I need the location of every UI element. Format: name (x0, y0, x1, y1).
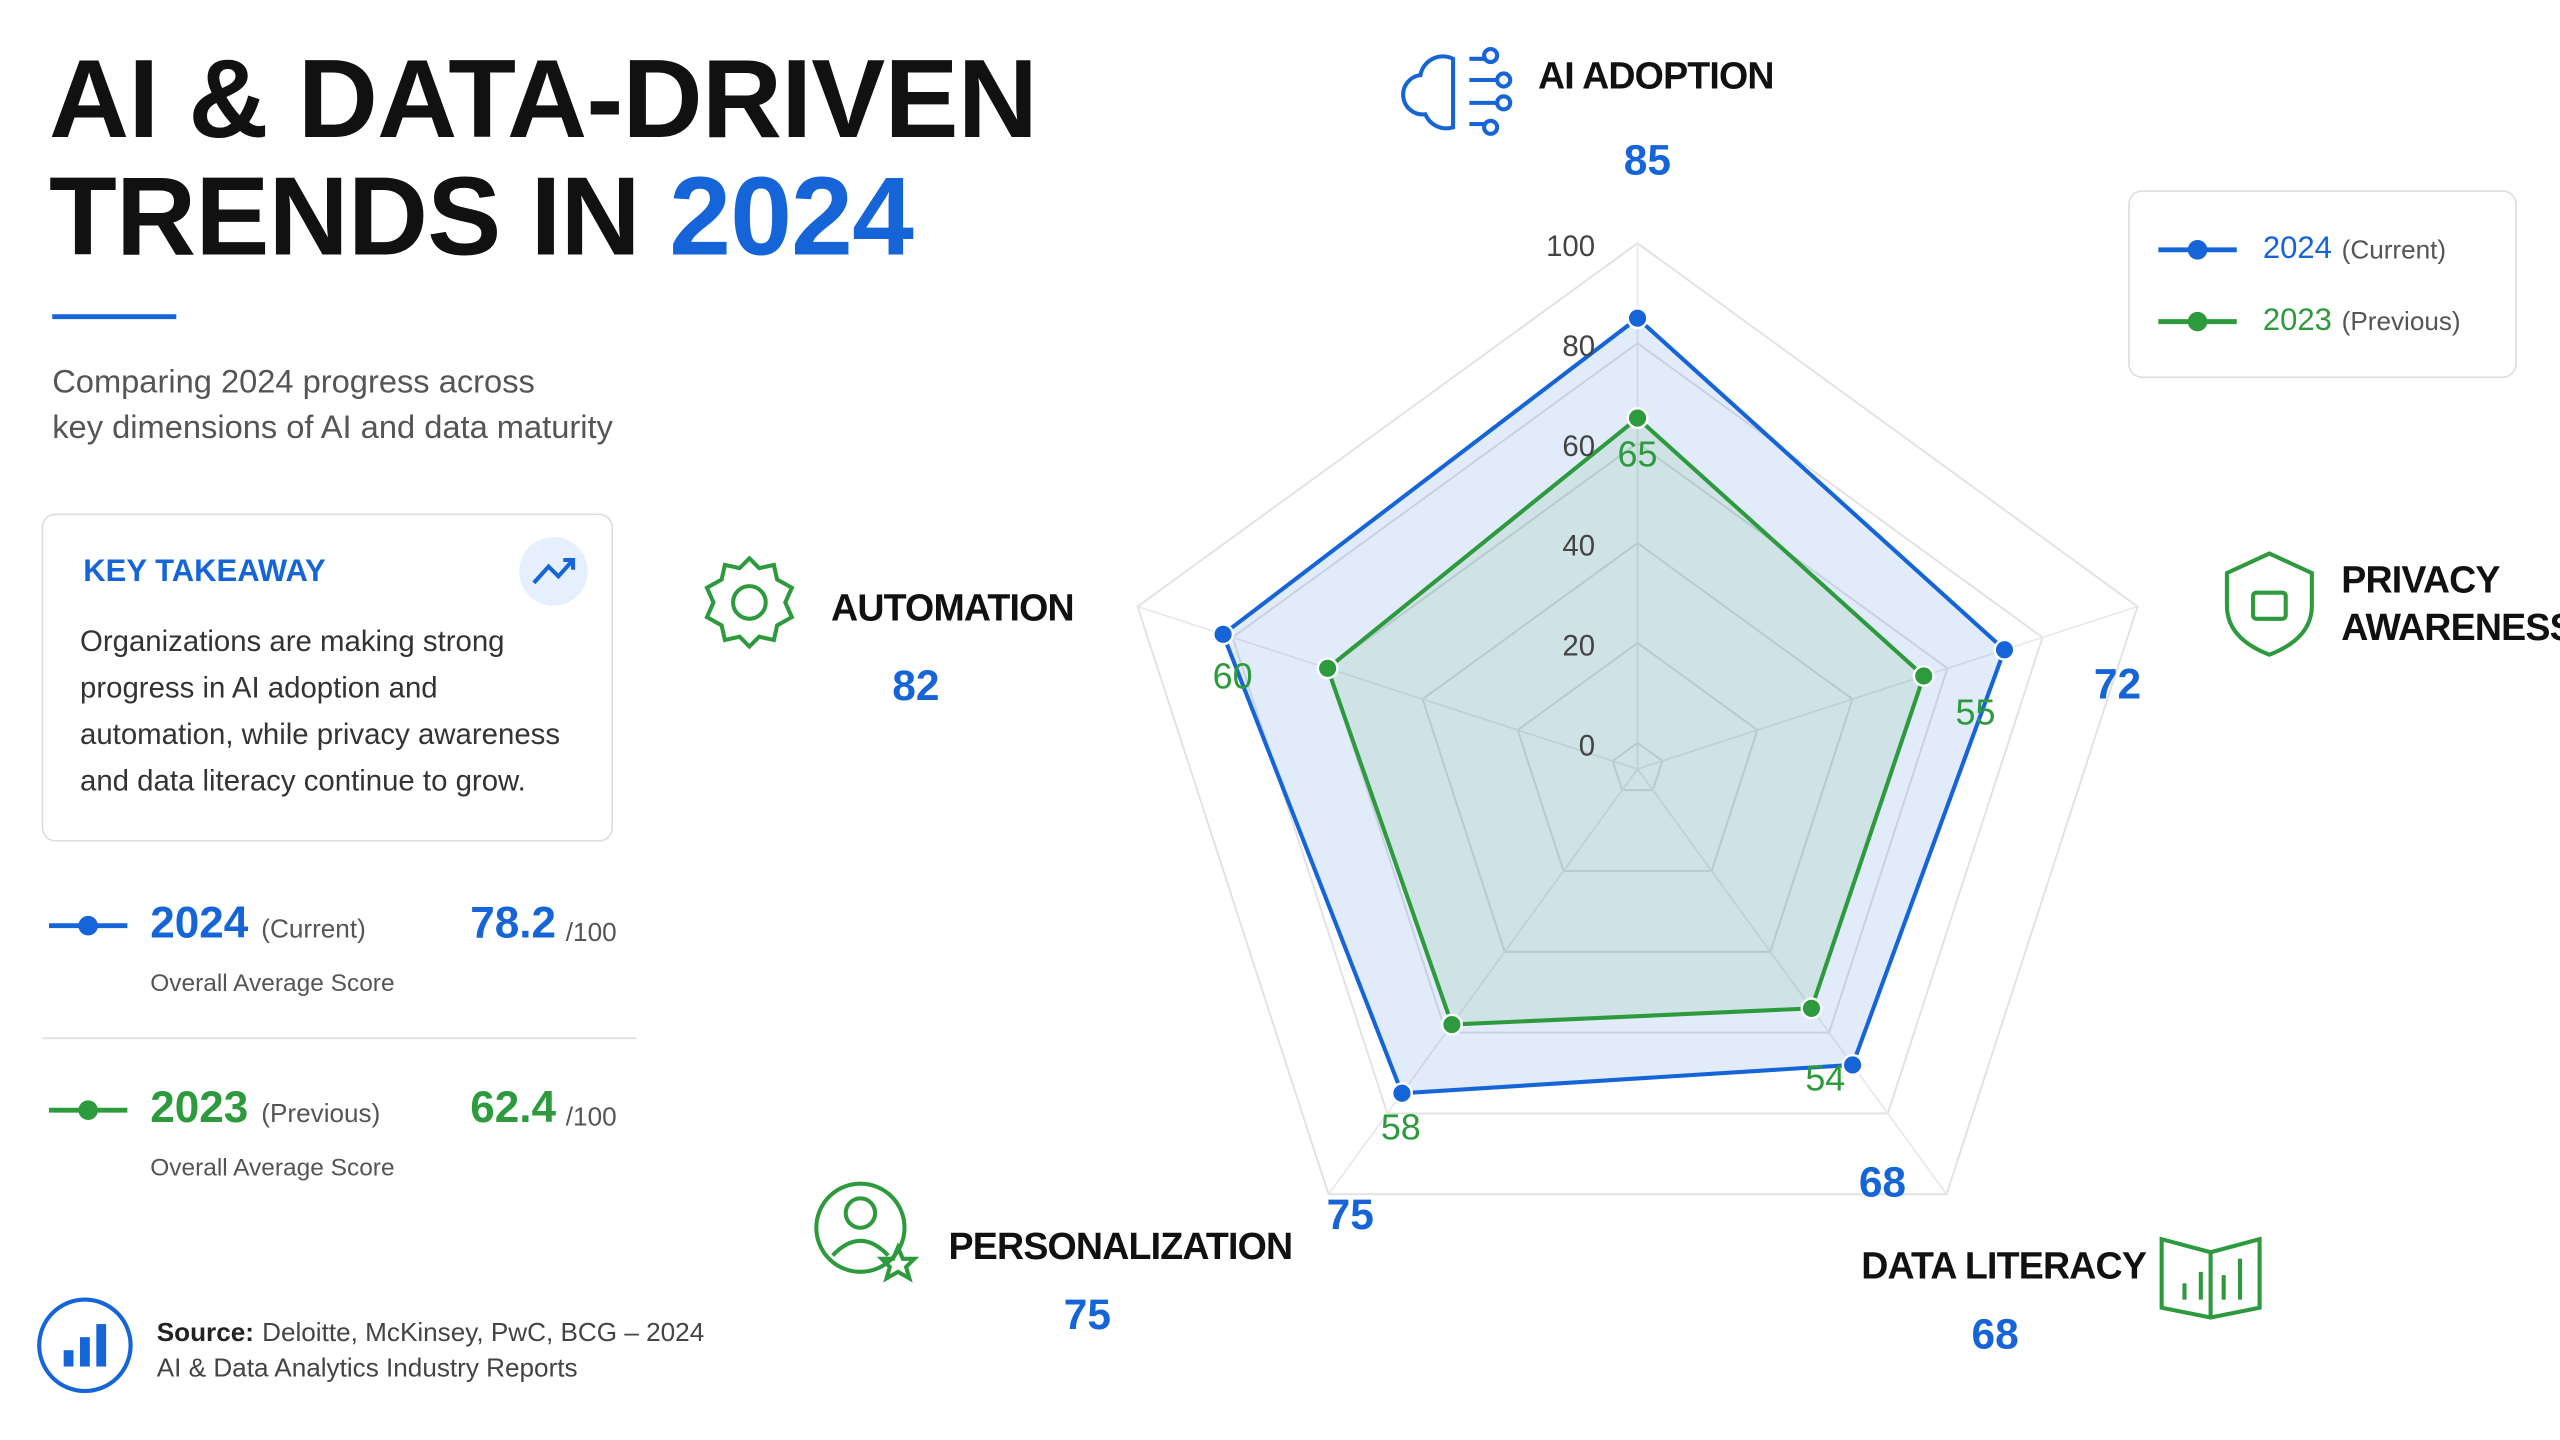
summary-note: (Previous) (261, 1098, 380, 1128)
radar-area (1220, 315, 2007, 1096)
radar-point (1316, 657, 1339, 680)
r-tick-label: 80 (1562, 330, 1595, 363)
source-icon-bar (96, 1324, 107, 1367)
takeaway-text: progress in AI adoption and (80, 672, 438, 705)
grid-ring (1136, 242, 2139, 1196)
category-value: 75 (1064, 1291, 1111, 1338)
summary-note: (Current) (261, 914, 365, 944)
summary-year: 2023 (150, 1083, 248, 1132)
r-tick-label: 60 (1562, 430, 1595, 463)
legend-label: 2023 (2263, 302, 2332, 337)
summary-suffix: /100 (566, 917, 617, 947)
legend-note: (Current) (2342, 234, 2446, 264)
radar-point (1800, 997, 1823, 1020)
takeaway-text: Organizations are making strong (80, 625, 505, 658)
trend-icon (532, 557, 576, 585)
radar-point (1912, 664, 1935, 688)
radar-point (1390, 1082, 1413, 1105)
radar-area (1325, 415, 1927, 1027)
literacy-icon (2159, 1236, 2262, 1320)
r-tick-label: 100 (1546, 230, 1595, 263)
r-tick-label: 0 (1579, 730, 1595, 763)
category-label: PRIVACY AWARENESS (2341, 558, 2560, 649)
category-label: PERSONALIZATION (949, 1225, 1293, 1267)
radar-point (1626, 307, 1649, 330)
source-text: AI & Data Analytics Industry Reports (157, 1353, 578, 1383)
radar-point (1440, 1013, 1463, 1036)
category-value: 68 (1971, 1310, 2018, 1357)
value-label: 54 (1805, 1057, 1845, 1098)
spoke (1637, 605, 2138, 770)
title-line: AI & DATA-DRIVEN (49, 36, 1037, 161)
subtitle: key dimensions of AI and data maturity (52, 408, 613, 445)
legend-box (2128, 190, 2517, 378)
category-label: AUTOMATION (831, 587, 1074, 629)
takeaway-text: and data literacy continue to grow. (80, 765, 526, 798)
takeaway-heading: KEY TAKEAWAY (83, 553, 326, 588)
summary-caption: Overall Average Score (150, 1154, 394, 1181)
summary-caption: Overall Average Score (150, 970, 394, 997)
person-icon (814, 1181, 920, 1283)
value-label: 65 (1618, 434, 1658, 475)
takeaway-card (41, 513, 614, 842)
value-label: 72 (2094, 661, 2141, 708)
r-tick-label: 40 (1562, 530, 1595, 563)
grid-ring (1231, 341, 2044, 1115)
value-label: 68 (1859, 1159, 1906, 1206)
title-line: TRENDS IN (49, 154, 640, 279)
radar-point (1841, 1053, 1864, 1076)
summary-swatch-dot (78, 915, 98, 936)
value-label: 58 (1381, 1106, 1421, 1147)
value-label: 55 (1956, 692, 1996, 733)
grid-ring (1611, 741, 1664, 792)
radar-point (1212, 623, 1235, 646)
category-value: 82 (892, 662, 939, 709)
summary-score: 62.4 (470, 1083, 556, 1132)
spoke (1636, 768, 1948, 1195)
grid-ring (1421, 541, 1854, 953)
r-tick-label: 20 (1562, 630, 1595, 663)
source-icon-bar (80, 1337, 90, 1367)
radar-point (1626, 407, 1649, 430)
summary-score: 78.2 (470, 898, 556, 947)
privacy-icon (2224, 551, 2314, 657)
value-label: 60 (1213, 656, 1253, 697)
takeaway-text: automation, while privacy awareness (80, 718, 560, 751)
spoke (1327, 768, 1639, 1195)
value-label: 75 (1327, 1191, 1374, 1238)
legend-label: 2024 (2263, 230, 2332, 265)
legend-swatch-dot (2187, 240, 2208, 260)
gear-icon (704, 555, 795, 650)
source-icon-bar (63, 1350, 74, 1367)
subtitle: Comparing 2024 progress across (52, 362, 535, 399)
grid-ring (1516, 641, 1759, 872)
radar-point (1993, 638, 2016, 661)
source-icon (37, 1297, 133, 1394)
grid-ring (1326, 441, 1949, 1034)
summary-swatch-dot (78, 1100, 98, 1120)
title-highlight: 2024 (669, 154, 914, 279)
ai-icon (1401, 46, 1513, 136)
legend-swatch-dot (2187, 311, 2208, 332)
category-label-box: PRIVACY AWARENESS (2341, 558, 2560, 649)
summary-year: 2024 (150, 898, 249, 947)
value-label: 85 (1624, 136, 1671, 183)
source-text: Deloitte, McKinsey, PwC, BCG – 2024 (262, 1317, 704, 1347)
source-label: Source: (157, 1317, 254, 1347)
category-label: DATA LITERACY (1861, 1244, 2147, 1286)
lock-icon (2251, 590, 2288, 621)
legend-note: (Previous) (2342, 306, 2461, 336)
category-label: AI ADOPTION (1538, 54, 1774, 96)
summary-suffix: /100 (566, 1101, 617, 1131)
